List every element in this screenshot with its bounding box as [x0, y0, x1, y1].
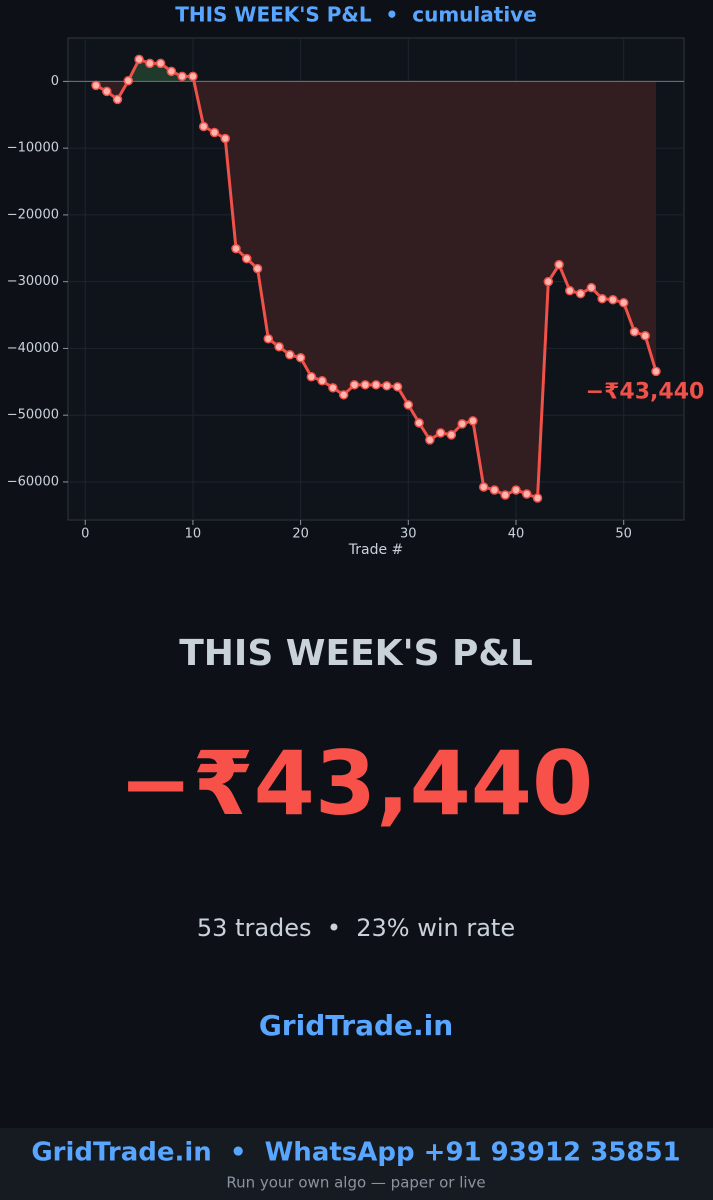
point	[608, 294, 618, 305]
hero-stats: 53 trades • 23% win rate	[197, 914, 515, 942]
point	[209, 127, 220, 138]
point	[188, 71, 198, 82]
point	[274, 342, 284, 352]
x-tick-label: 10	[185, 527, 202, 542]
point	[457, 419, 467, 429]
footer-sub: Run your own algo — paper or live	[226, 1174, 485, 1192]
point	[489, 485, 500, 495]
point	[252, 263, 263, 274]
point	[403, 400, 414, 410]
y-tick-label: 0	[51, 74, 59, 89]
hero-value: −₹43,440	[119, 732, 594, 835]
point	[586, 282, 597, 293]
x-tick-label: 40	[508, 527, 525, 542]
point	[328, 383, 338, 393]
hero-heading: THIS WEEK'S P&L	[179, 633, 533, 674]
point	[242, 253, 252, 264]
y-tick-label: −30000	[7, 274, 59, 289]
point	[554, 259, 564, 270]
point	[382, 381, 392, 391]
x-tick-label: 0	[81, 527, 89, 542]
point	[522, 489, 532, 499]
point	[338, 390, 349, 400]
point	[597, 293, 607, 304]
point	[285, 350, 295, 360]
point	[425, 435, 435, 445]
point	[306, 372, 317, 382]
point	[134, 54, 144, 65]
point	[317, 376, 327, 386]
negative-area	[96, 81, 656, 498]
point	[349, 380, 360, 390]
point	[478, 482, 489, 492]
point	[177, 71, 187, 82]
point	[532, 493, 543, 503]
point	[640, 330, 650, 341]
point	[198, 121, 209, 132]
point	[511, 485, 521, 495]
point	[414, 418, 424, 428]
y-tick-label: −60000	[7, 474, 59, 489]
point	[123, 75, 134, 86]
point	[392, 382, 403, 392]
point	[565, 285, 575, 296]
x-tick-label: 30	[400, 527, 417, 542]
point	[575, 288, 586, 299]
x-axis-label: Trade #	[348, 542, 404, 558]
point	[295, 353, 306, 363]
x-tick-label: 50	[615, 527, 632, 542]
chart-title: THIS WEEK'S P&L • cumulative	[175, 3, 537, 27]
point	[91, 80, 101, 91]
positive-area	[96, 59, 656, 82]
point	[435, 428, 446, 438]
point	[629, 326, 640, 337]
point	[371, 380, 381, 390]
x-tick-label: 20	[292, 527, 309, 542]
annotation: −₹43,440	[586, 379, 705, 404]
point	[263, 333, 274, 344]
footer-band	[0, 1128, 713, 1200]
point	[360, 380, 370, 390]
y-tick-label: −20000	[7, 207, 59, 222]
y-tick-label: −50000	[7, 408, 59, 423]
plot: −60000 −50000 −40000 −30000 −20000 −10000 0 0 10…	[7, 38, 705, 542]
point	[231, 243, 241, 254]
point	[446, 430, 457, 440]
footer-line: GridTrade.in • WhatsApp +91 93912 35851	[31, 1138, 680, 1168]
y-tick-label: −10000	[7, 141, 59, 156]
point	[220, 133, 230, 144]
point	[102, 86, 112, 97]
y-tick-label: −40000	[7, 341, 59, 356]
point	[618, 297, 629, 308]
point	[500, 490, 510, 500]
point	[145, 58, 155, 69]
point	[543, 276, 554, 287]
brand: GridTrade.in	[259, 1009, 453, 1042]
point	[112, 94, 123, 105]
point	[155, 58, 166, 69]
point	[166, 66, 177, 77]
point	[651, 366, 661, 377]
point	[468, 416, 478, 426]
